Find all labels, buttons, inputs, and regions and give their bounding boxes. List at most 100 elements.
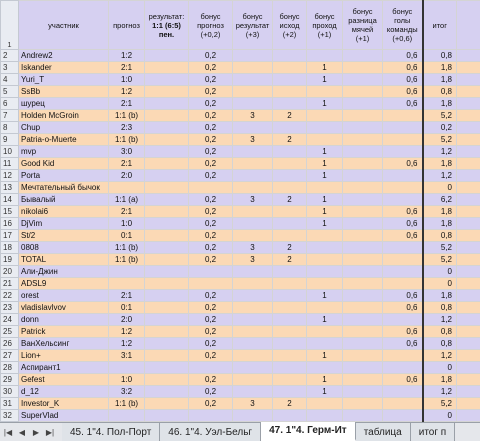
extra-cell[interactable]: [457, 230, 480, 242]
extra-cell[interactable]: [457, 374, 480, 386]
bonus-pass-cell[interactable]: [307, 302, 343, 314]
bonus-outcome-cell[interactable]: [273, 326, 307, 338]
bonus-goals-cell[interactable]: 0,6: [383, 302, 423, 314]
bonus-outcome-cell[interactable]: [273, 62, 307, 74]
bonus-forecast-cell[interactable]: 0,2: [189, 386, 233, 398]
result-cell[interactable]: [145, 266, 189, 278]
total-cell[interactable]: 6,2: [423, 194, 457, 206]
bonus-pass-cell[interactable]: [307, 122, 343, 134]
bonus-forecast-cell[interactable]: 0,2: [189, 338, 233, 350]
bonus-forecast-cell[interactable]: [189, 182, 233, 194]
result-cell[interactable]: [145, 350, 189, 362]
bonus-outcome-cell[interactable]: 2: [273, 110, 307, 122]
result-cell[interactable]: [145, 146, 189, 158]
bonus-forecast-cell[interactable]: 0,2: [189, 326, 233, 338]
participant-cell[interactable]: Аспирант1: [19, 362, 109, 374]
bonus-goals-cell[interactable]: [383, 362, 423, 374]
bonus-outcome-cell[interactable]: [273, 50, 307, 62]
bonus-forecast-cell[interactable]: 0,2: [189, 158, 233, 170]
total-cell[interactable]: 0: [423, 410, 457, 422]
bonus-pass-cell[interactable]: 1: [307, 206, 343, 218]
bonus-diff-cell[interactable]: [343, 62, 383, 74]
bonus-goals-cell[interactable]: [383, 122, 423, 134]
bonus-outcome-cell[interactable]: [273, 338, 307, 350]
forecast-cell[interactable]: [109, 266, 145, 278]
row-number[interactable]: 20: [1, 266, 19, 278]
row-number[interactable]: 13: [1, 182, 19, 194]
row-number[interactable]: 18: [1, 242, 19, 254]
extra-cell[interactable]: [457, 362, 480, 374]
bonus-diff-cell[interactable]: [343, 86, 383, 98]
bonus-diff-cell[interactable]: [343, 134, 383, 146]
extra-cell[interactable]: [457, 62, 480, 74]
header-participant[interactable]: участник: [19, 1, 109, 50]
total-cell[interactable]: 1,2: [423, 314, 457, 326]
bonus-goals-cell[interactable]: 0,6: [383, 50, 423, 62]
bonus-diff-cell[interactable]: [343, 362, 383, 374]
bonus-pass-cell[interactable]: [307, 182, 343, 194]
total-cell[interactable]: 1,2: [423, 386, 457, 398]
first-sheet-icon[interactable]: |◀: [2, 425, 14, 439]
total-cell[interactable]: 5,2: [423, 398, 457, 410]
bonus-forecast-cell[interactable]: 0,2: [189, 206, 233, 218]
bonus-outcome-cell[interactable]: [273, 266, 307, 278]
forecast-cell[interactable]: 3:1: [109, 350, 145, 362]
sheet-tab[interactable]: таблица: [356, 423, 411, 441]
bonus-result-cell[interactable]: [233, 218, 273, 230]
extra-cell[interactable]: [457, 338, 480, 350]
bonus-goals-cell[interactable]: 0,6: [383, 374, 423, 386]
bonus-outcome-cell[interactable]: [273, 386, 307, 398]
bonus-diff-cell[interactable]: [343, 290, 383, 302]
bonus-forecast-cell[interactable]: 0,2: [189, 242, 233, 254]
bonus-outcome-cell[interactable]: 2: [273, 398, 307, 410]
row-number[interactable]: 6: [1, 98, 19, 110]
participant-cell[interactable]: vladislavlvov: [19, 302, 109, 314]
extra-cell[interactable]: [457, 170, 480, 182]
bonus-outcome-cell[interactable]: 2: [273, 134, 307, 146]
row-number[interactable]: 16: [1, 218, 19, 230]
forecast-cell[interactable]: 2:0: [109, 314, 145, 326]
bonus-result-cell[interactable]: [233, 86, 273, 98]
bonus-forecast-cell[interactable]: 0,2: [189, 122, 233, 134]
bonus-diff-cell[interactable]: [343, 170, 383, 182]
forecast-cell[interactable]: 1:0: [109, 74, 145, 86]
participant-cell[interactable]: SuperVlad: [19, 410, 109, 422]
forecast-cell[interactable]: 0:1: [109, 230, 145, 242]
header-bonus-diff[interactable]: бонус разница мячей (+1): [343, 1, 383, 50]
participant-cell[interactable]: Good Kid: [19, 158, 109, 170]
bonus-pass-cell[interactable]: [307, 278, 343, 290]
forecast-cell[interactable]: 0:1: [109, 302, 145, 314]
row-number[interactable]: 17: [1, 230, 19, 242]
forecast-cell[interactable]: 1:1 (b): [109, 254, 145, 266]
bonus-result-cell[interactable]: [233, 374, 273, 386]
bonus-diff-cell[interactable]: [343, 218, 383, 230]
bonus-result-cell[interactable]: [233, 326, 273, 338]
bonus-pass-cell[interactable]: [307, 362, 343, 374]
header-bonus-result[interactable]: бонус результат (+3): [233, 1, 273, 50]
result-cell[interactable]: [145, 338, 189, 350]
extra-cell[interactable]: [457, 398, 480, 410]
extra-cell[interactable]: [457, 266, 480, 278]
bonus-forecast-cell[interactable]: 0,2: [189, 314, 233, 326]
extra-cell[interactable]: [457, 290, 480, 302]
bonus-diff-cell[interactable]: [343, 374, 383, 386]
row-number[interactable]: 26: [1, 338, 19, 350]
total-cell[interactable]: 0,8: [423, 326, 457, 338]
bonus-result-cell[interactable]: [233, 350, 273, 362]
bonus-goals-cell[interactable]: 0,6: [383, 290, 423, 302]
total-cell[interactable]: 0,8: [423, 338, 457, 350]
bonus-pass-cell[interactable]: [307, 50, 343, 62]
bonus-pass-cell[interactable]: 1: [307, 158, 343, 170]
bonus-forecast-cell[interactable]: [189, 410, 233, 422]
participant-cell[interactable]: d_12: [19, 386, 109, 398]
participant-cell[interactable]: TOTAL: [19, 254, 109, 266]
bonus-result-cell[interactable]: [233, 206, 273, 218]
forecast-cell[interactable]: 2:3: [109, 122, 145, 134]
bonus-pass-cell[interactable]: [307, 254, 343, 266]
forecast-cell[interactable]: 1:1 (a): [109, 194, 145, 206]
total-cell[interactable]: 0,8: [423, 230, 457, 242]
row-number[interactable]: 7: [1, 110, 19, 122]
bonus-pass-cell[interactable]: [307, 230, 343, 242]
extra-cell[interactable]: [457, 410, 480, 422]
extra-cell[interactable]: [457, 302, 480, 314]
